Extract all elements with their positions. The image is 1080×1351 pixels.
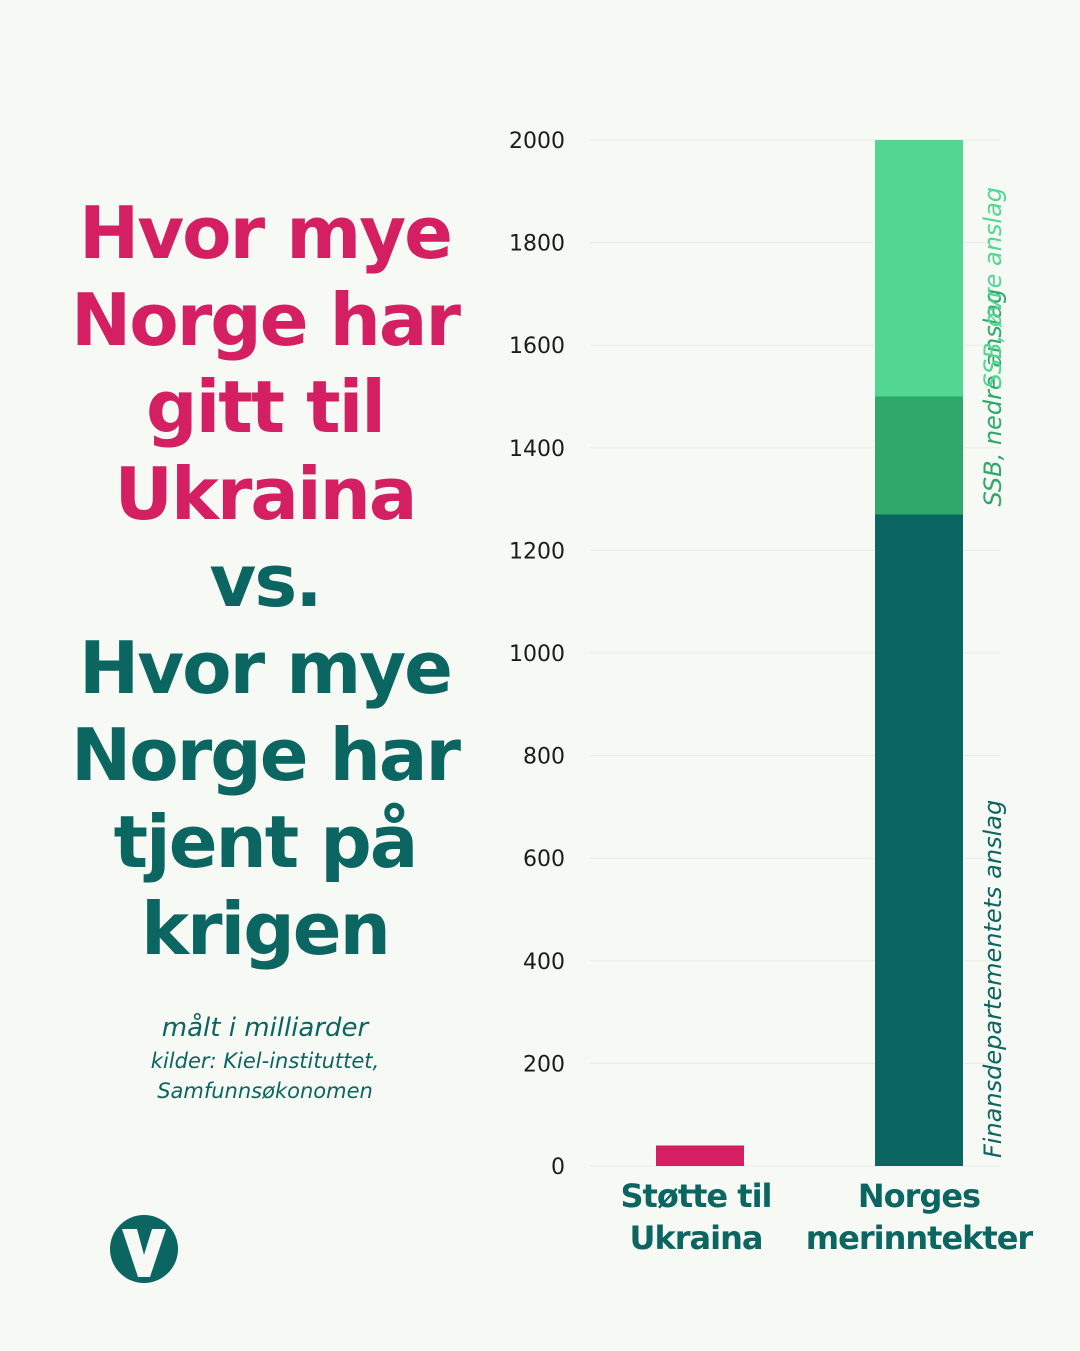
- bar-segment: [656, 1145, 744, 1166]
- y-tick-label: 1000: [509, 642, 565, 667]
- headline-line: vs.: [209, 539, 322, 623]
- category-label: Ukraina: [630, 1219, 763, 1257]
- category-label: Norges: [858, 1177, 980, 1215]
- segment-label: SSB, øvre anslag: [979, 187, 1007, 389]
- source-line: kilder: Kiel-instituttet,: [150, 1049, 380, 1073]
- headline-line: krigen: [141, 887, 391, 971]
- unit-note: målt i milliarder: [161, 1013, 369, 1043]
- y-tick-label: 400: [523, 950, 565, 975]
- y-tick-label: 800: [523, 745, 565, 770]
- y-tick-label: 1800: [509, 232, 565, 257]
- y-tick-label: 200: [523, 1052, 565, 1077]
- headline-line: tjent på: [113, 800, 419, 884]
- headline-line: gitt til: [146, 365, 386, 449]
- segment-label: SSB, nedre anslag: [979, 289, 1007, 507]
- subtitle: målt i milliarder kilder: Kiel-institutt…: [30, 1010, 500, 1106]
- v-logo-icon: [110, 1215, 178, 1283]
- y-tick-label: 600: [523, 847, 565, 872]
- y-tick-label: 0: [551, 1155, 565, 1180]
- headline-line: Norge har: [70, 278, 461, 362]
- segment-label: Finansdepartementets anslag: [979, 800, 1007, 1158]
- y-tick-label: 1200: [509, 539, 565, 564]
- headline-line: Hvor mye: [78, 191, 453, 275]
- category-label: Støtte til: [621, 1177, 772, 1215]
- headline-line: Norge har: [70, 713, 461, 797]
- bar-segment: [875, 140, 963, 397]
- category-label: merinntekter: [806, 1219, 1034, 1257]
- headline-line: Hvor mye: [78, 626, 453, 710]
- bar-segment: [875, 396, 963, 515]
- y-tick-label: 2000: [509, 129, 565, 154]
- source-line: Samfunnsøkonomen: [157, 1079, 373, 1103]
- y-tick-label: 1600: [509, 334, 565, 359]
- y-tick-label: 1400: [509, 437, 565, 462]
- headline: Hvor mye Norge har gitt til Ukraina vs. …: [30, 190, 500, 973]
- bar-segment: [875, 514, 963, 1166]
- headline-line: Ukraina: [114, 452, 418, 536]
